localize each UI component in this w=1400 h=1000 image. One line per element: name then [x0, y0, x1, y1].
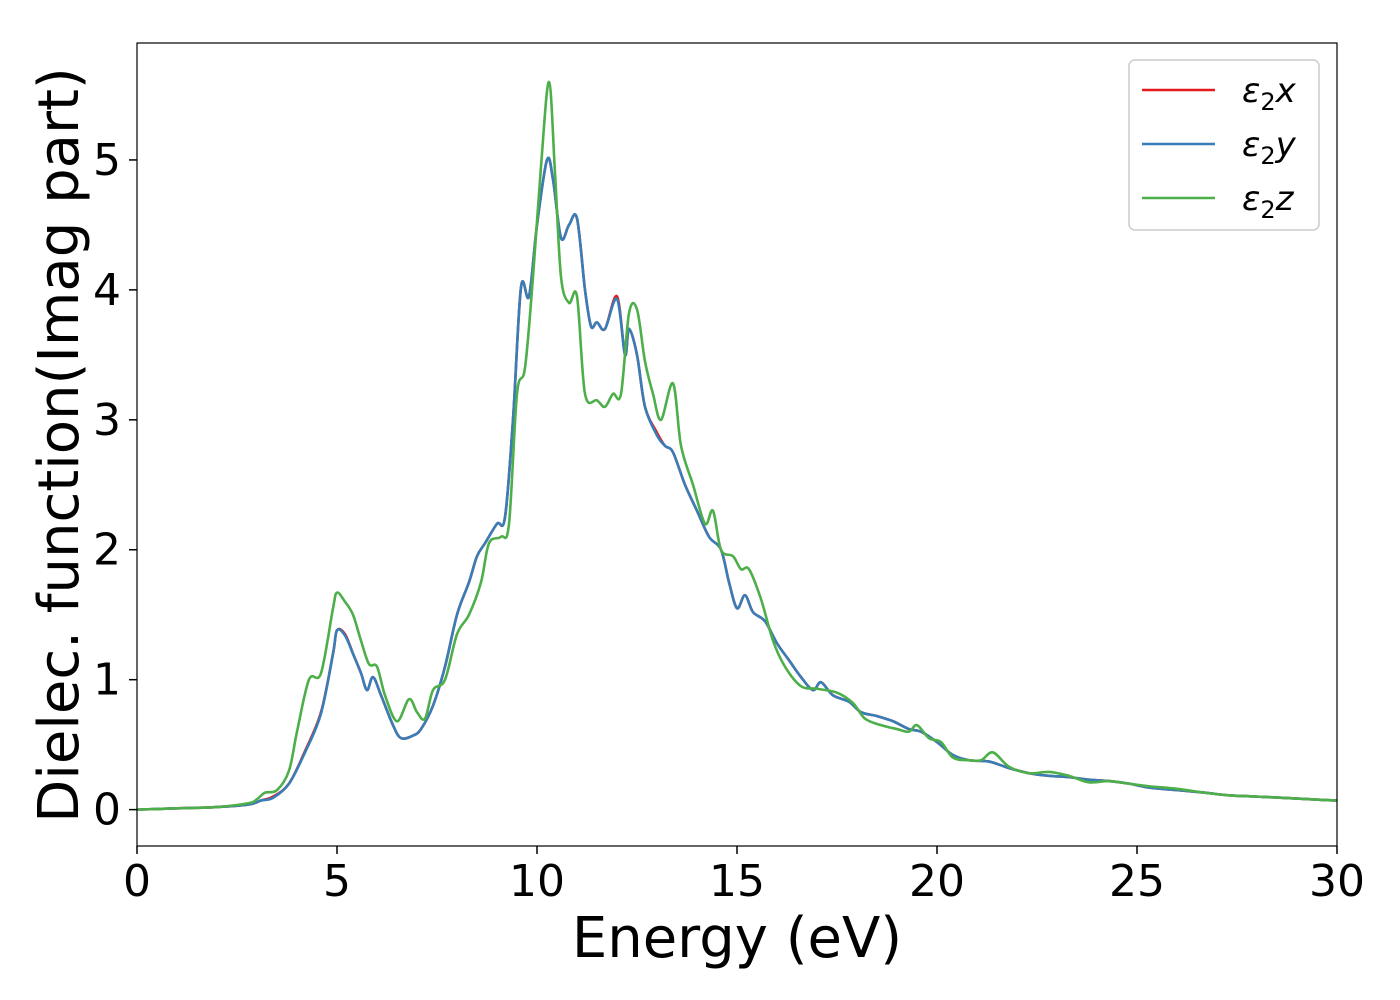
legend-label-1: ε2x — [1242, 71, 1297, 116]
legend-label-3: ε2z — [1242, 179, 1295, 224]
y-tick-label: 3 — [93, 395, 121, 446]
x-tick-label: 5 — [323, 856, 351, 907]
y-tick-label: 5 — [93, 135, 121, 186]
series-layer — [137, 80, 1337, 811]
y-axis-ticks: 0 1 2 3 4 5 — [93, 135, 137, 836]
x-tick-label: 10 — [509, 856, 565, 907]
x-axis-ticks: 0 5 10 15 20 25 30 — [123, 846, 1365, 907]
x-tick-label: 0 — [123, 856, 151, 907]
series-line-2 — [137, 156, 1337, 811]
legend: ε2x ε2y ε2z — [1128, 59, 1320, 231]
series-line-3 — [137, 80, 1337, 811]
legend-label-2: ε2y — [1242, 125, 1297, 170]
y-tick-label: 4 — [93, 265, 121, 316]
y-tick-label: 1 — [93, 655, 121, 706]
x-tick-label: 15 — [709, 856, 765, 907]
series-line-1 — [137, 156, 1337, 811]
y-axis-title: Dielec. function(Imag part) — [27, 67, 92, 823]
x-axis-title: Energy (eV) — [572, 906, 902, 971]
x-tick-label: 25 — [1109, 856, 1165, 907]
x-tick-label: 30 — [1309, 856, 1365, 907]
y-tick-label: 2 — [93, 525, 121, 576]
y-tick-label: 0 — [93, 785, 121, 836]
legend-box — [1128, 59, 1320, 231]
x-tick-label: 20 — [909, 856, 965, 907]
